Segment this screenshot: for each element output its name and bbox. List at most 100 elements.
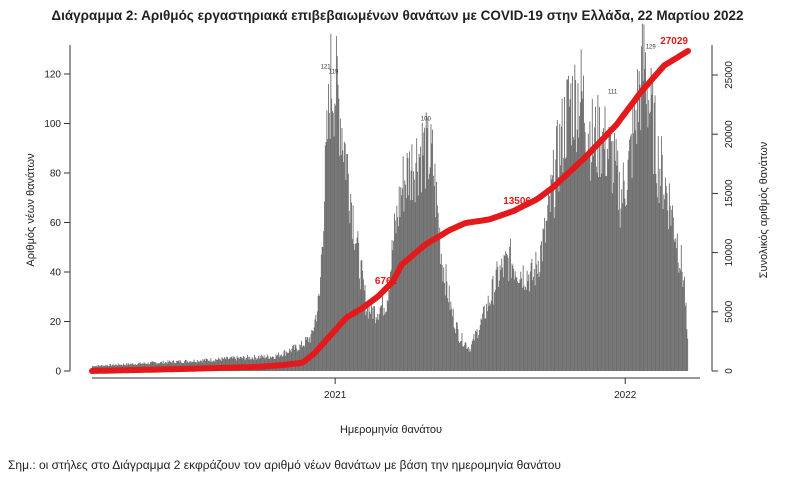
bar [443,267,445,371]
bar [614,160,616,371]
bar-value-label: 121 [321,65,332,71]
bar [614,133,615,371]
bar [587,133,589,371]
bar [112,363,114,371]
bar [471,344,472,371]
bar [305,339,307,371]
bar [605,176,607,371]
bar [684,305,686,371]
bar [616,165,618,371]
bar [173,360,174,371]
bar [504,256,506,371]
bar [601,173,603,371]
bar [293,349,295,371]
bar [501,258,503,371]
bar [176,360,178,371]
bar [522,265,524,371]
bars-group [92,23,689,372]
bar [307,337,309,371]
bar [236,355,238,371]
bar [327,139,329,371]
bar [532,280,534,371]
bar [590,180,592,371]
bar [152,361,154,371]
bar [508,280,510,371]
bar [301,340,302,371]
bar [570,83,572,372]
cumulative-annotation: 6761 [375,276,398,287]
bar [452,309,454,371]
bar [582,98,584,371]
bar [648,99,650,371]
bar [293,345,294,371]
bar [491,279,493,371]
bar [549,212,551,371]
bar [263,354,265,371]
bar [379,307,381,371]
bar [160,361,162,371]
bar [517,283,519,371]
bar [496,261,498,371]
bar [656,183,658,371]
bar [169,360,170,371]
bar [526,270,528,371]
bar [586,155,588,371]
bar [375,317,377,371]
bar [456,322,458,371]
bar [387,301,389,371]
bar [151,361,153,371]
bar [442,281,444,371]
bar [352,205,354,371]
bar [424,188,426,371]
bar [606,148,608,371]
bar [581,91,583,372]
bar [334,103,336,371]
bar [658,202,660,371]
bar [403,211,405,371]
bar [433,186,435,371]
bar [634,130,636,371]
bar [475,331,477,371]
bar [390,269,392,371]
bar [127,363,129,371]
bar [407,157,409,371]
bar [185,359,187,371]
cumulative-annotation: 27029 [660,36,688,47]
bar [172,360,174,371]
bar [569,99,571,371]
bar [574,64,576,371]
annotations: 6761 13506 27029 [375,36,689,287]
bar [440,264,441,371]
bar [420,146,422,371]
bar [558,191,560,371]
y-axis-title-right: Συνολικός αριθμός θανάτων [758,141,770,278]
bar [611,193,613,371]
bar [610,141,612,371]
bar [657,197,658,371]
bar [573,139,575,371]
bar [362,279,364,371]
bar [609,131,611,371]
bar [599,177,601,371]
bar [503,254,505,371]
bar [551,179,553,371]
bar [534,285,536,371]
bar [511,263,513,371]
bar [487,295,489,371]
bar [685,302,687,371]
bar [162,360,164,371]
bar [356,237,358,371]
bar [500,270,502,371]
bar [153,361,155,371]
bar [429,167,431,371]
bar [619,227,621,371]
bar [177,360,178,371]
bar [655,173,657,371]
bar [404,180,406,371]
bar [530,263,532,371]
bar [639,84,641,372]
bar [316,321,317,371]
bar [686,329,688,371]
bar [331,98,333,371]
bar [469,348,471,371]
